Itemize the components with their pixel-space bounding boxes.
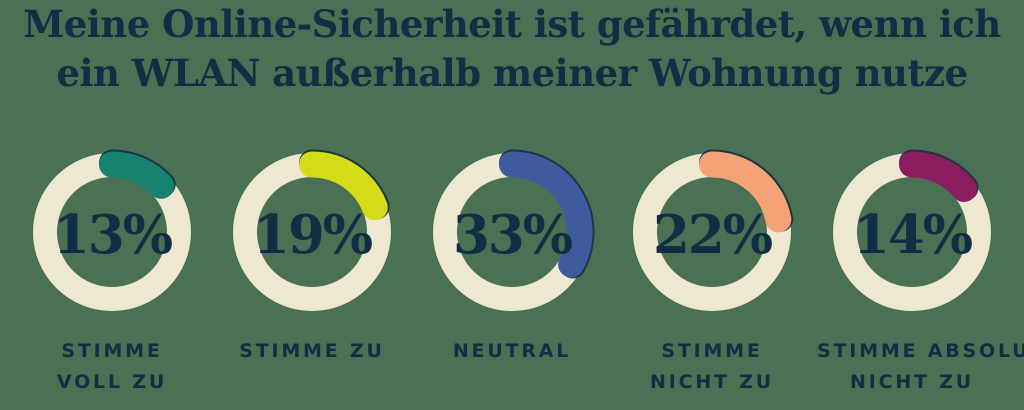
donut-charts-row: 13% STIMME VOLL ZU 19% STIMME ZU 33% NEUTRAL 2… xyxy=(17,147,1024,398)
donut-value-2: 33% xyxy=(452,204,573,266)
donut-svg-0 xyxy=(33,149,191,311)
donut-svg-3 xyxy=(633,149,794,311)
donut-label-4: STIMME ABSOLUT NICHT ZU xyxy=(817,340,1024,393)
donut-chart-2: 33% NEUTRAL xyxy=(417,147,607,398)
value-arc xyxy=(99,151,175,199)
donut-ring-1: 19% xyxy=(227,147,397,317)
value-arc xyxy=(299,151,388,221)
donut-ring-2: 33% xyxy=(427,147,597,317)
donut-label-2: NEUTRAL xyxy=(452,340,572,362)
donut-label-0: STIMME VOLL ZU xyxy=(56,340,168,393)
donut-svg-1 xyxy=(233,149,391,311)
donut-ring-0: 13% xyxy=(27,147,197,317)
value-arc xyxy=(499,151,593,278)
donut-value-3: 22% xyxy=(652,204,773,266)
donut-chart-4: 14% STIMME ABSOLUT NICHT ZU xyxy=(817,147,1024,398)
donut-ring-4: 14% xyxy=(827,147,997,317)
value-arc xyxy=(899,151,978,202)
donut-label-3: STIMME NICHT ZU xyxy=(650,340,774,393)
donut-chart-0: 13% STIMME VOLL ZU xyxy=(17,147,207,398)
donut-chart-3: 22% STIMME NICHT ZU xyxy=(617,147,807,398)
donut-label-1: STIMME ZU xyxy=(239,340,385,362)
chart-title: Meine Online-Sicherheit ist gefährdet, w… xyxy=(23,2,1001,95)
donut-ring-3: 22% xyxy=(627,147,797,317)
donut-value-1: 19% xyxy=(252,204,373,266)
donut-svg-2 xyxy=(433,149,595,311)
donut-chart-1: 19% STIMME ZU xyxy=(217,147,407,398)
donut-value-4: 14% xyxy=(852,204,973,266)
donut-value-0: 13% xyxy=(52,204,173,266)
value-arc xyxy=(699,151,792,233)
donut-svg-4 xyxy=(833,149,991,311)
